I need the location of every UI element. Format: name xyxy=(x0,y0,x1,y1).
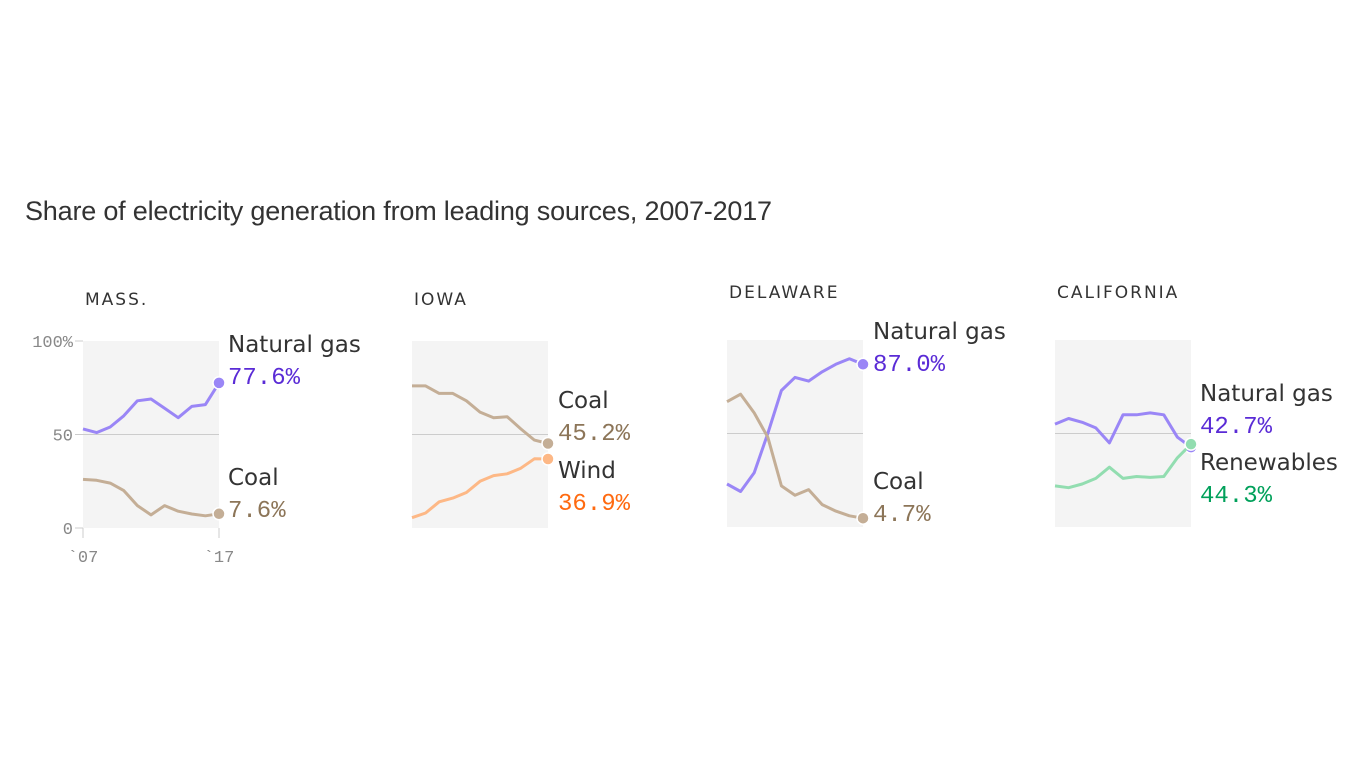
x-tick-label: `07 xyxy=(68,549,99,568)
series-line-natural-gas xyxy=(726,357,864,493)
state-title: MASS. xyxy=(85,290,148,310)
series-name-label: Coal xyxy=(873,469,924,495)
series-name-label: Natural gas xyxy=(873,319,1006,345)
series-value-label: 7.6% xyxy=(228,498,286,525)
end-point-marker xyxy=(856,357,870,372)
series-line-coal xyxy=(412,384,549,445)
series-line-coal xyxy=(726,392,864,520)
series-value-label: 42.7% xyxy=(1200,414,1273,441)
y-tick-label: 50 xyxy=(53,428,73,447)
y-tick-label: 100% xyxy=(32,334,74,353)
series-name-label: Renewables xyxy=(1200,450,1338,476)
series-line-renewables xyxy=(1054,443,1193,490)
series-name-label: Coal xyxy=(558,388,609,414)
series-name-label: Wind xyxy=(558,458,616,484)
state-title: IOWA xyxy=(414,290,468,310)
series-line-natural-gas xyxy=(82,382,221,435)
series-name-label: Coal xyxy=(228,465,279,491)
end-point-marker xyxy=(541,452,555,466)
end-point-marker xyxy=(212,376,226,390)
series-line-coal xyxy=(82,477,220,518)
series-name-label: Natural gas xyxy=(1200,381,1333,407)
end-point-marker xyxy=(212,507,226,521)
end-point-marker xyxy=(1184,437,1198,451)
series-value-label: 44.3% xyxy=(1200,483,1273,510)
end-point-marker xyxy=(856,511,870,525)
series-line-natural-gas xyxy=(1054,411,1192,449)
series-value-label: 36.9% xyxy=(558,491,631,518)
series-value-label: 4.7% xyxy=(873,502,931,529)
series-value-label: 77.6% xyxy=(228,365,301,392)
y-tick-label: 0 xyxy=(63,521,73,540)
end-point-marker xyxy=(541,436,555,451)
series-line-wind xyxy=(411,457,549,520)
series-name-label: Natural gas xyxy=(228,332,361,358)
series-value-label: 87.0% xyxy=(873,352,946,379)
state-title: CALIFORNIA xyxy=(1057,283,1179,303)
x-tick-label: `17 xyxy=(204,549,235,568)
chart-title: Share of electricity generation from lea… xyxy=(25,196,772,226)
state-title: DELAWARE xyxy=(729,283,839,303)
series-value-label: 45.2% xyxy=(558,421,631,448)
